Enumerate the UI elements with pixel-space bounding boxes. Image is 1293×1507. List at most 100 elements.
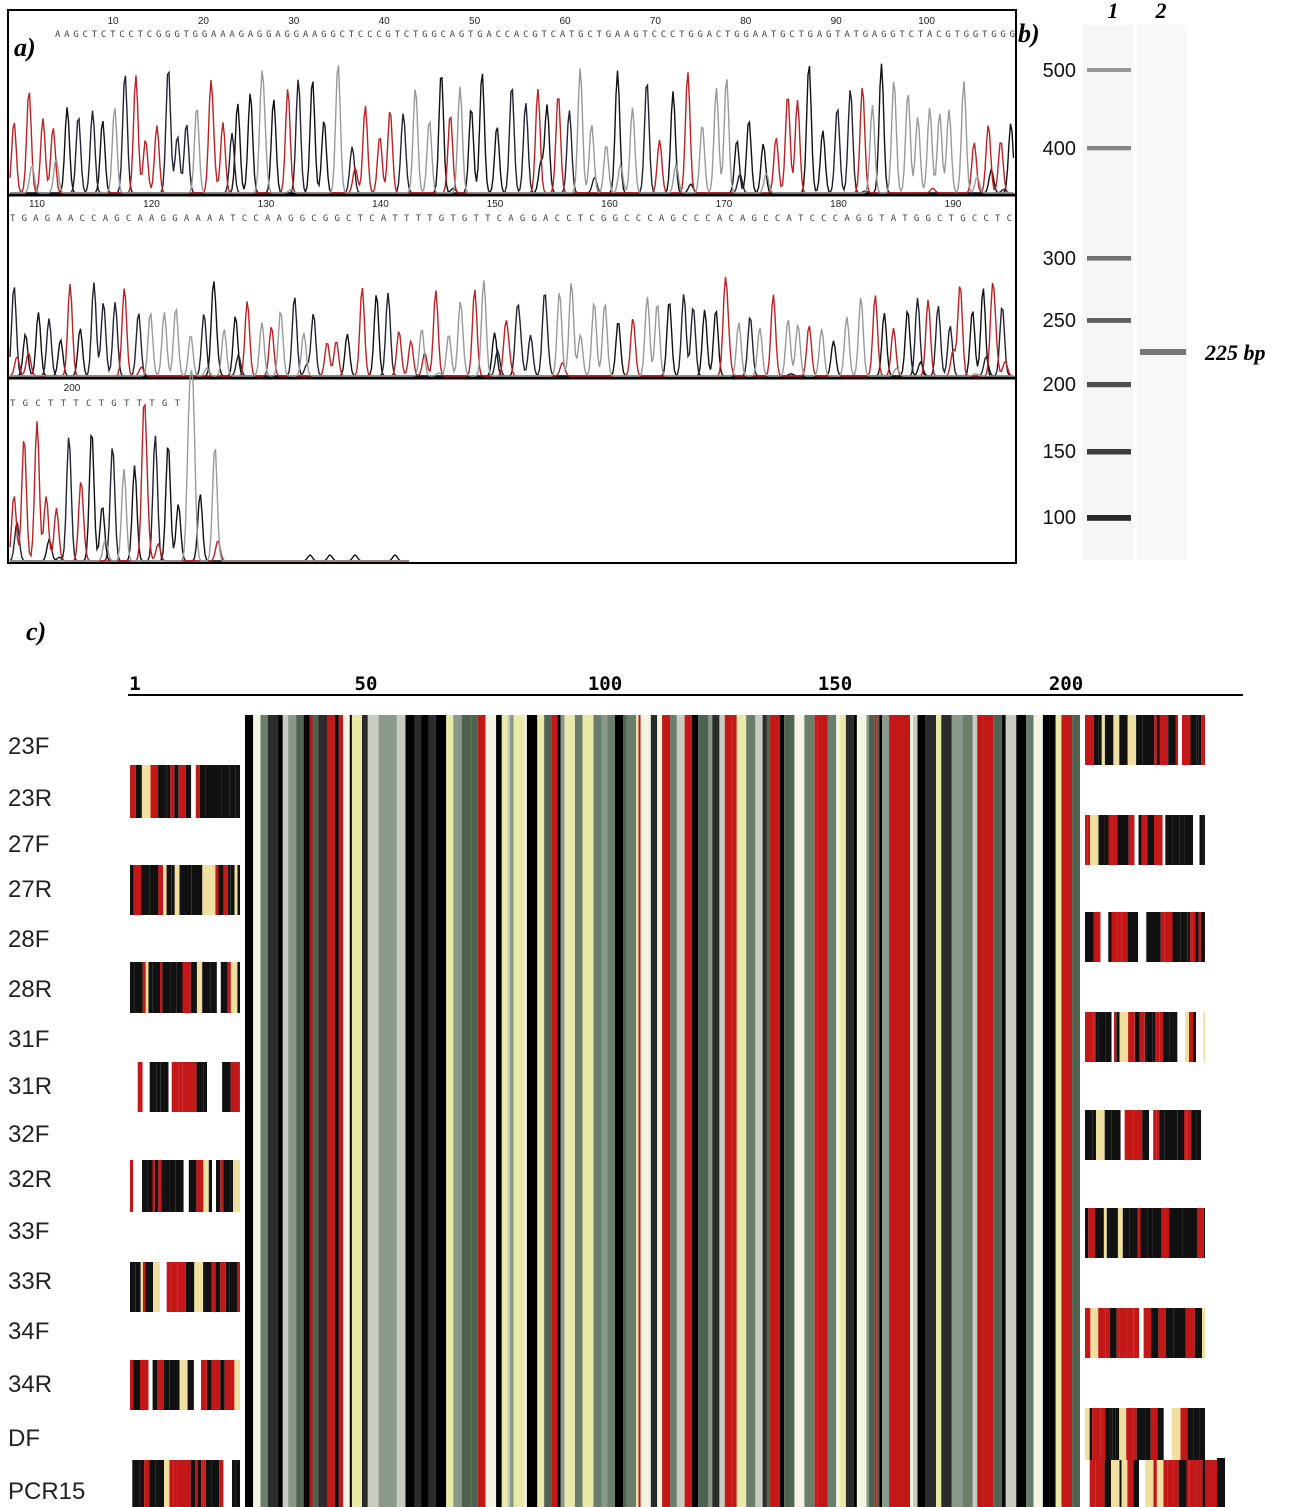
read-stripe — [1175, 715, 1179, 765]
read-stripe — [1151, 1308, 1159, 1358]
read-stripe — [150, 765, 159, 818]
position-label: 170 — [716, 199, 733, 210]
alignment-stripe — [1055, 715, 1062, 1507]
read-stripe — [1092, 1110, 1097, 1160]
read-stripe — [1100, 1408, 1106, 1460]
read-stripe — [166, 865, 172, 915]
alignment-stripe — [312, 715, 319, 1507]
read-stripe — [190, 962, 197, 1013]
alignment-stripe — [755, 715, 763, 1507]
read-stripe — [223, 865, 228, 915]
read-stripe — [220, 962, 228, 1013]
read-stripe — [1202, 1308, 1205, 1358]
read-stripe — [1085, 715, 1094, 765]
alignment-stripe — [253, 715, 261, 1507]
read-stripe — [141, 765, 146, 818]
alignment-stripe — [670, 715, 677, 1507]
read-stripe — [183, 1160, 189, 1212]
read-stripe — [1152, 1208, 1162, 1258]
read-stripe — [207, 1360, 212, 1410]
read-stripe — [173, 1460, 178, 1507]
read-stripe — [185, 1262, 195, 1312]
panel-label: b) — [1018, 19, 1040, 48]
read-stripe — [1159, 715, 1169, 765]
read-stripe — [152, 1160, 155, 1212]
read-stripe — [1171, 1110, 1178, 1160]
read-stripe — [170, 1262, 178, 1312]
read-stripe — [1198, 715, 1202, 765]
read-stripe — [226, 1062, 231, 1112]
read-stripe — [1201, 715, 1205, 765]
read-stripe — [1105, 1408, 1111, 1460]
read-stripe — [1098, 1012, 1106, 1062]
alignment-stripe — [1002, 715, 1006, 1507]
read-stripe — [130, 1262, 136, 1312]
read-stripe — [174, 765, 179, 818]
position-label: 160 — [601, 199, 618, 210]
read-stripe — [135, 765, 142, 818]
read-stripe — [1189, 1208, 1197, 1258]
alignment-stripe — [607, 715, 615, 1507]
read-stripe — [1126, 1308, 1134, 1358]
read-stripe — [1137, 1208, 1141, 1258]
read-stripe — [1146, 912, 1153, 962]
read-stripe — [1155, 1012, 1160, 1062]
read-stripe — [1192, 912, 1196, 962]
alignment-stripe — [544, 715, 552, 1507]
read-stripe — [239, 1062, 240, 1112]
read-stripe — [1162, 815, 1166, 865]
chromatogram-frame — [7, 9, 1017, 564]
position-label: 140 — [372, 199, 389, 210]
read-stripe — [1196, 715, 1199, 765]
read-stripe — [142, 1160, 148, 1212]
alignment-stripe — [461, 715, 472, 1507]
read-stripe — [144, 1460, 150, 1507]
alignment-stripe — [1016, 715, 1027, 1507]
read-stripe — [205, 1460, 212, 1507]
read-stripe — [1119, 1460, 1122, 1507]
read-stripe — [1190, 715, 1197, 765]
alignment-stripe — [657, 715, 663, 1507]
read-stripe — [177, 1460, 185, 1507]
alignment-stripe — [1042, 715, 1050, 1507]
read-stripe — [1136, 715, 1143, 765]
read-stripe — [1177, 1208, 1183, 1258]
alignment-stripe — [288, 715, 297, 1507]
alignment-stripe — [962, 715, 973, 1507]
alignment-stripe — [582, 715, 591, 1507]
read-stripe — [230, 1062, 240, 1112]
read-stripe — [168, 1062, 172, 1112]
read-stripe — [1108, 912, 1112, 962]
lane-label: 1 — [1108, 0, 1119, 23]
alignment-stripe — [794, 715, 797, 1507]
read-stripe — [1141, 815, 1148, 865]
read-stripe — [163, 865, 167, 915]
read-stripe — [1124, 815, 1129, 865]
read-stripe — [194, 1360, 202, 1410]
read-stripe — [1164, 1110, 1171, 1160]
read-stripe — [1098, 815, 1105, 865]
alignment-stripe — [762, 715, 767, 1507]
read-stripe — [1146, 1012, 1153, 1062]
alignment-stripe — [746, 715, 756, 1507]
read-stripe — [145, 1262, 150, 1312]
read-stripe — [1169, 1208, 1177, 1258]
read-stripe — [237, 1262, 240, 1312]
read-stripe — [1098, 715, 1102, 765]
read-stripe — [1157, 815, 1163, 865]
read-stripe — [191, 765, 196, 818]
alignment-stripe — [766, 715, 770, 1507]
sample-label: 28F — [8, 926, 49, 953]
read-stripe — [1130, 1208, 1138, 1258]
read-stripe — [1196, 1012, 1204, 1062]
read-stripe — [1142, 1110, 1150, 1160]
base-sequence: AAGCTCTCCTCGGGTGGAAAGAGGAGGAAGGCTCCCGTCT… — [55, 30, 1015, 40]
read-stripe — [142, 962, 146, 1013]
ruler-label: 100 — [588, 673, 622, 695]
read-stripe — [1180, 912, 1188, 962]
ruler-label: 1 — [129, 673, 140, 695]
ladder-band — [1087, 382, 1131, 388]
read-stripe — [1085, 912, 1094, 962]
ladder-band — [1087, 68, 1131, 72]
alignment-stripe — [719, 715, 725, 1507]
